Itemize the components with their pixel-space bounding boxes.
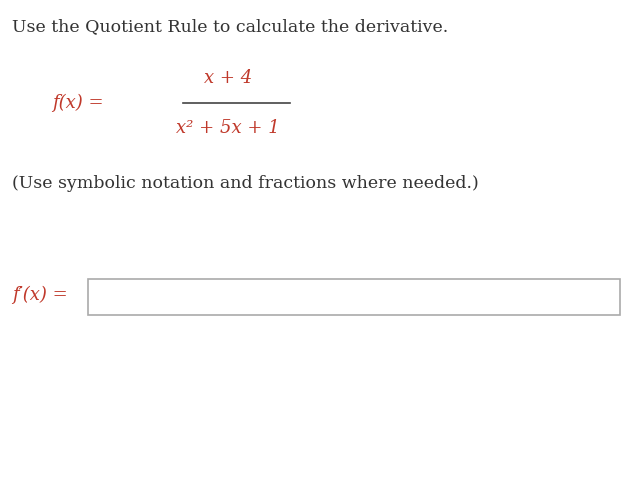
Bar [88, 279, 620, 315]
Text: Use the Quotient Rule to calculate the derivative.: Use the Quotient Rule to calculate the d… [12, 18, 448, 35]
Text: x + 4: x + 4 [204, 69, 252, 87]
Text: (Use symbolic notation and fractions where needed.): (Use symbolic notation and fractions whe… [12, 175, 479, 192]
Text: f(x) =: f(x) = [52, 94, 104, 112]
Text: x² + 5x + 1: x² + 5x + 1 [176, 119, 280, 137]
Text: f′(x) =: f′(x) = [12, 286, 68, 304]
